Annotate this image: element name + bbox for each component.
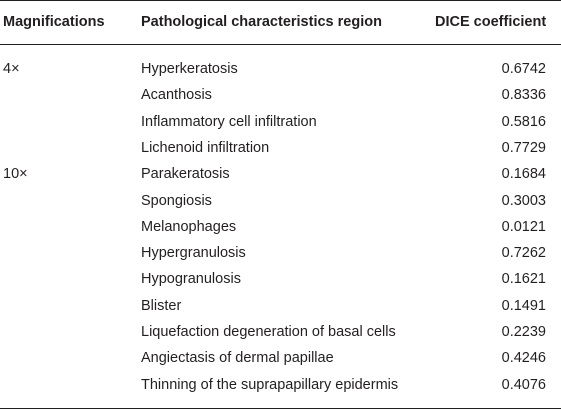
table-header-rule xyxy=(0,44,561,45)
magnification-cell: 4× xyxy=(3,61,20,77)
region-cell: Inflammatory cell infiltration xyxy=(141,114,317,130)
dice-cell: 0.1621 xyxy=(501,271,546,287)
header-region: Pathological characteristics region xyxy=(141,14,382,30)
table-row: Melanophages 0.0121 xyxy=(0,0,561,235)
dice-cell: 0.3003 xyxy=(501,193,546,209)
dice-cell: 0.7262 xyxy=(501,245,546,261)
table-row: Lichenoid infiltration 0.7729 xyxy=(0,0,561,156)
region-cell: Blister xyxy=(141,298,182,314)
table-row: Spongiosis 0.3003 xyxy=(0,0,561,209)
magnification-cell: 10× xyxy=(3,166,28,182)
table-row: Angiectasis of dermal papillae 0.4246 xyxy=(0,0,561,366)
table-row: 4× Hyperkeratosis 0.6742 xyxy=(0,0,561,77)
dice-cell: 0.6742 xyxy=(501,61,546,77)
dice-cell: 0.7729 xyxy=(501,140,546,156)
region-cell: Thinning of the suprapapillary epidermis xyxy=(141,377,399,393)
table-row: Hypergranulosis 0.7262 xyxy=(0,0,561,261)
region-cell: Liquefaction degeneration of basal cells xyxy=(141,324,396,340)
region-cell: Lichenoid infiltration xyxy=(141,140,270,156)
dice-cell: 0.4076 xyxy=(501,377,546,393)
dice-cell: 0.4246 xyxy=(501,350,546,366)
region-cell: Acanthosis xyxy=(141,87,212,103)
table-row: 10× Parakeratosis 0.1684 xyxy=(0,0,561,182)
table-row: Acanthosis 0.8336 xyxy=(0,0,561,103)
region-cell: Melanophages xyxy=(141,219,237,235)
dice-cell: 0.2239 xyxy=(501,324,546,340)
table-top-rule xyxy=(0,0,561,1)
table-row: Hypogranulosis 0.1621 xyxy=(0,0,561,287)
dice-cell: 0.5816 xyxy=(501,114,546,130)
table-row: Blister 0.1491 xyxy=(0,0,561,314)
region-cell: Parakeratosis xyxy=(141,166,230,182)
region-cell: Angiectasis of dermal papillae xyxy=(141,350,334,366)
table-row: Liquefaction degeneration of basal cells… xyxy=(0,0,561,340)
dice-cell: 0.0121 xyxy=(501,219,546,235)
table-row: Inflammatory cell infiltration 0.5816 xyxy=(0,0,561,130)
region-cell: Hyperkeratosis xyxy=(141,61,238,77)
region-cell: Hypergranulosis xyxy=(141,245,246,261)
dice-cell: 0.1491 xyxy=(501,298,546,314)
header-dice: DICE coefficient xyxy=(435,14,547,30)
header-magnifications: Magnifications xyxy=(3,14,105,30)
table-bottom-rule xyxy=(0,408,561,409)
table-row: Thinning of the suprapapillary epidermis… xyxy=(0,0,561,393)
region-cell: Spongiosis xyxy=(141,193,212,209)
dice-cell: 0.8336 xyxy=(501,87,546,103)
dice-cell: 0.1684 xyxy=(501,166,546,182)
region-cell: Hypogranulosis xyxy=(141,271,241,287)
